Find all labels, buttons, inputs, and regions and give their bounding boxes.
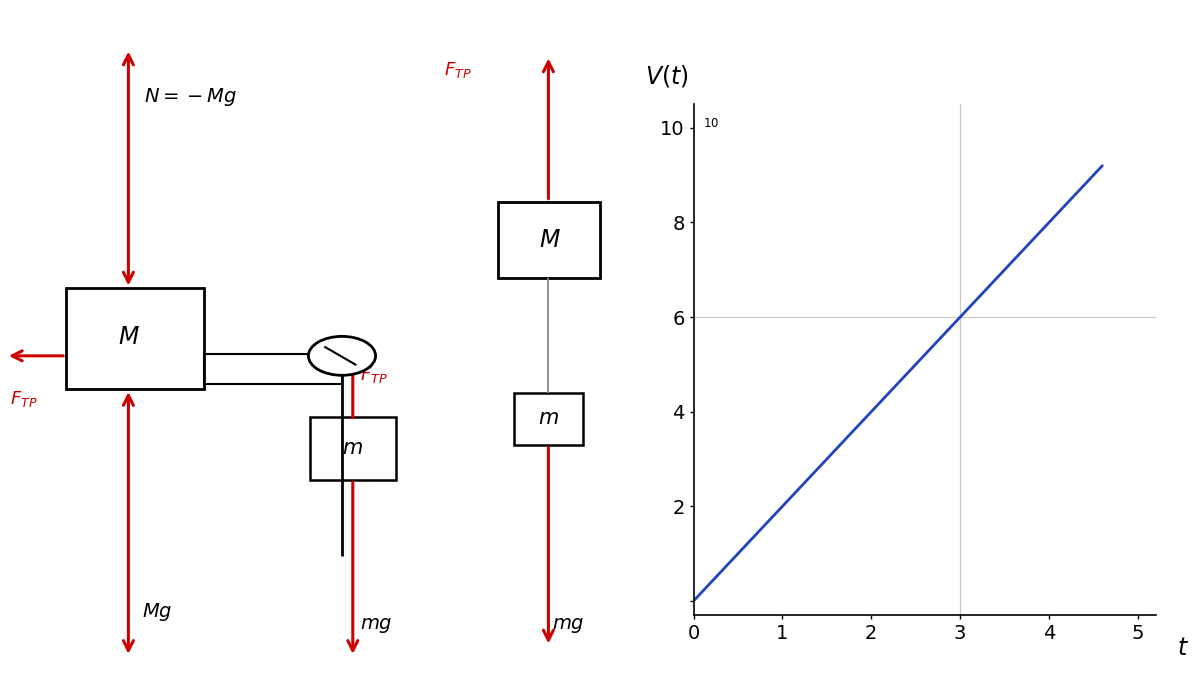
Text: $F_{TP}$: $F_{TP}$ bbox=[360, 366, 388, 385]
Text: $mg$: $mg$ bbox=[360, 616, 392, 635]
Text: $m$: $m$ bbox=[342, 438, 364, 457]
Bar bbox=[514, 393, 583, 445]
Text: $N = -Mg$: $N = -Mg$ bbox=[144, 86, 236, 108]
Text: $Mg$: $Mg$ bbox=[142, 600, 172, 623]
Text: $m$: $m$ bbox=[538, 409, 559, 428]
Text: $t$: $t$ bbox=[1177, 635, 1189, 660]
Text: $F_{TP}$: $F_{TP}$ bbox=[10, 389, 37, 409]
Text: $F_{TP}$: $F_{TP}$ bbox=[444, 60, 472, 79]
Text: $M$: $M$ bbox=[118, 325, 139, 349]
Circle shape bbox=[308, 336, 376, 375]
Bar bbox=[204, 354, 342, 384]
Text: $V(t)$: $V(t)$ bbox=[646, 63, 689, 89]
Text: $mg$: $mg$ bbox=[552, 616, 584, 635]
Text: $_{10}$: $_{10}$ bbox=[703, 112, 719, 130]
Text: $M$: $M$ bbox=[539, 228, 560, 252]
Bar bbox=[310, 417, 396, 480]
Bar bbox=[498, 202, 600, 278]
Bar bbox=[66, 288, 204, 389]
